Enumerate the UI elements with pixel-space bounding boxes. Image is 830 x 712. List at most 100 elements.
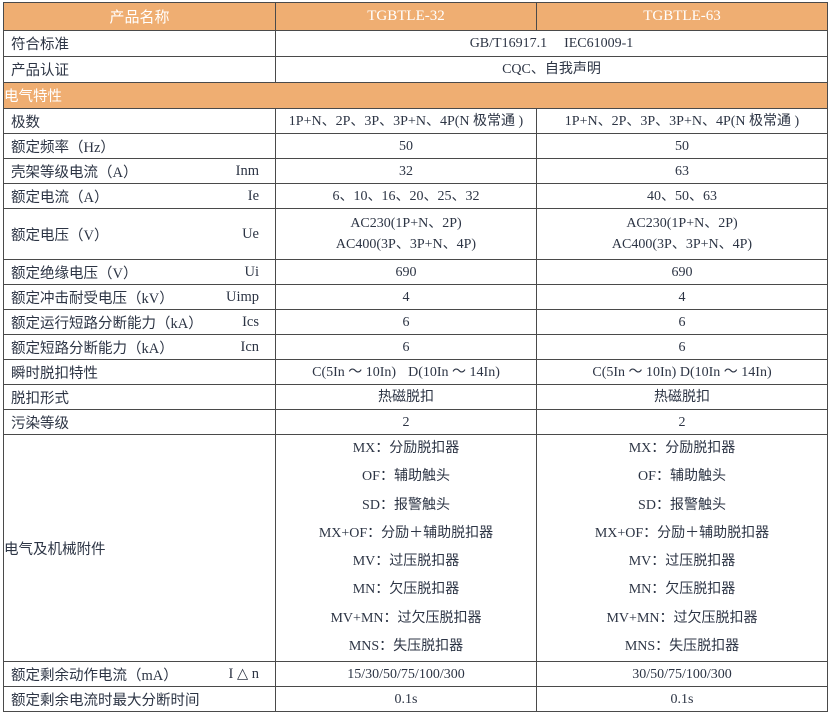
row-label: 脱扣形式	[11, 390, 69, 407]
product-specification-table: 产品名称 TGBTLE-32 TGBTLE-63 符合标准 GB/T16917.…	[3, 2, 828, 712]
row-label-cell: 污染等级	[3, 409, 276, 435]
value-model-b: 690	[536, 259, 828, 285]
value-model-b: 4	[536, 284, 828, 310]
row-label-cell: 电气及机械附件	[3, 433, 276, 663]
accessory-item: MX+OF：分励＋辅助脱扣器	[594, 525, 770, 541]
row-label-cell: 额定剩余电流时最大分断时间	[3, 686, 276, 712]
table-row-poles: 极数 1P+N、2P、3P、3P+N、4P(N 极常通 ) 1P+N、2P、3P…	[3, 108, 828, 134]
table-row-rated-frequency: 额定频率（Hz） 50 50	[3, 133, 828, 159]
section-title: 电气特性	[3, 82, 828, 109]
table-row-instantaneous-trip-characteristic: 瞬时脱扣特性 C(5In ～ 10In) D(10In ～ 14In) C(5In…	[3, 359, 828, 385]
row-label-cell: 瞬时脱扣特性	[3, 359, 276, 385]
accessory-item: MX：分励脱扣器	[628, 441, 736, 456]
standard-iec: IEC61009-1	[564, 36, 634, 51]
header-model-tgbtle-63: TGBTLE-63	[536, 2, 828, 31]
table-row-rated-impulse-voltage: 额定冲击耐受电压（kV） Uimp 4 4	[3, 284, 828, 310]
voltage-line-1: AC230(1P+N、2P)	[626, 216, 738, 231]
table-row-rated-residual-operating-current: 额定剩余动作电流（mA） I △ n 15/30/50/75/100/300 3…	[3, 661, 828, 688]
value-model-b: 40、50、63	[536, 183, 828, 209]
voltage-line-2: AC400(3P、3P+N、4P)	[335, 237, 477, 252]
accessory-item: MV：过压脱扣器	[628, 554, 736, 570]
row-label: 额定剩余电流时最大分断时间	[11, 692, 200, 709]
value-model-b: 30/50/75/100/300	[536, 661, 828, 688]
table-row-accessories: 电气及机械附件 MX：分励脱扣器 OF：辅助触头 SD：报警触头 MX+OF：分…	[3, 433, 828, 663]
value-model-a: C(5In ～ 10In) D(10In ～ 14In)	[275, 359, 537, 385]
table-row-service-breaking-capacity: 额定运行短路分断能力（kA） Ics 6 6	[3, 309, 828, 335]
accessory-item: OF：辅助触头	[638, 469, 726, 485]
table-header-row: 产品名称 TGBTLE-32 TGBTLE-63	[3, 2, 828, 31]
value-model-b: 6	[536, 334, 828, 360]
table-row-compliance-standard: 符合标准 GB/T16917.1 IEC61009-1	[3, 30, 828, 57]
table-row-pollution-degree: 污染等级 2 2	[3, 409, 828, 435]
accessory-item: MN：欠压脱扣器	[628, 582, 736, 598]
row-symbol: Inm	[235, 162, 259, 179]
trip-curve-d: D(10In ～ 14In)	[679, 364, 772, 380]
row-label: 额定电流（A）	[11, 189, 109, 206]
accessory-item: MX+OF：分励＋辅助脱扣器	[318, 525, 494, 541]
accessory-item: MNS：失压脱扣器	[624, 638, 740, 654]
header-product-name: 产品名称	[3, 2, 276, 31]
trip-curve-c: C(5In ～ 10In)	[312, 364, 397, 380]
row-label-cell: 额定短路分断能力（kA） Icn	[3, 334, 276, 360]
row-label: 额定冲击耐受电压（kV）	[11, 290, 174, 307]
row-label-cell: 额定频率（Hz）	[3, 133, 276, 159]
accessory-item: SD：报警触头	[638, 497, 726, 513]
table-row-product-certification: 产品认证 CQC、自我声明	[3, 56, 828, 83]
row-label: 符合标准	[11, 37, 69, 53]
accessory-list-a: MX：分励脱扣器 OF：辅助触头 SD：报警触头 MX+OF：分励＋辅助脱扣器 …	[276, 435, 536, 661]
table-row-rated-current: 额定电流（A） Ie 6、10、16、20、25、32 40、50、63	[3, 183, 828, 209]
value-model-b: C(5In ～ 10In) D(10In ～ 14In)	[536, 359, 828, 385]
value-model-a: AC230(1P+N、2P) AC400(3P、3P+N、4P)	[275, 208, 537, 260]
row-label: 瞬时脱扣特性	[11, 365, 98, 382]
row-label-cell: 额定电压（V） Ue	[3, 208, 276, 260]
value-model-a: 0.1s	[275, 686, 537, 712]
trip-curve-c: C(5In ～ 10In)	[592, 364, 677, 380]
value-model-a: 1P+N、2P、3P、3P+N、4P(N 极常通 )	[275, 108, 537, 134]
value-model-a: 32	[275, 158, 537, 184]
table-row-rated-voltage: 额定电压（V） Ue AC230(1P+N、2P) AC400(3P、3P+N、…	[3, 208, 828, 260]
row-label: 额定短路分断能力（kA）	[11, 340, 174, 357]
value-model-b: 6	[536, 309, 828, 335]
row-label: 污染等级	[11, 415, 69, 432]
value-model-a: 50	[275, 133, 537, 159]
row-label: 壳架等级电流（A）	[11, 164, 138, 181]
value-model-a: 6、10、16、20、25、32	[275, 183, 537, 209]
row-label: 额定频率（Hz）	[11, 139, 115, 156]
row-symbol: Uimp	[225, 288, 259, 305]
row-value-merged: CQC、自我声明	[275, 56, 828, 83]
row-label-cell: 极数	[3, 108, 276, 134]
accessory-list-b: MX：分励脱扣器 OF：辅助触头 SD：报警触头 MX+OF：分励＋辅助脱扣器 …	[537, 435, 827, 661]
accessory-item: MV：过压脱扣器	[352, 554, 460, 570]
row-label: 极数	[11, 114, 40, 131]
accessory-item: MN：欠压脱扣器	[352, 582, 460, 598]
row-label-cell: 额定电流（A） Ie	[3, 183, 276, 209]
header-model-tgbtle-32: TGBTLE-32	[275, 2, 537, 31]
value-model-a: 4	[275, 284, 537, 310]
row-symbol: Ui	[244, 263, 260, 280]
table-row-ultimate-breaking-capacity: 额定短路分断能力（kA） Icn 6 6	[3, 334, 828, 360]
row-label-cell: 壳架等级电流（A） Inm	[3, 158, 276, 184]
row-label: 额定绝缘电压（V）	[11, 265, 138, 282]
value-model-b: 0.1s	[536, 686, 828, 712]
value-model-a: 热磁脱扣	[275, 384, 537, 410]
voltage-line-2: AC400(3P、3P+N、4P)	[611, 237, 753, 252]
row-label: 额定运行短路分断能力（kA）	[11, 315, 203, 332]
value-model-a: 690	[275, 259, 537, 285]
value-model-b: MX：分励脱扣器 OF：辅助触头 SD：报警触头 MX+OF：分励＋辅助脱扣器 …	[536, 433, 828, 663]
row-label-cell: 额定绝缘电压（V） Ui	[3, 259, 276, 285]
accessory-item: MV+MN：过欠压脱扣器	[330, 610, 482, 626]
accessory-item: SD：报警触头	[362, 497, 450, 513]
accessory-item: MX：分励脱扣器	[352, 441, 460, 456]
voltage-line-1: AC230(1P+N、2P)	[350, 216, 462, 231]
row-label-cell: 额定冲击耐受电压（kV） Uimp	[3, 284, 276, 310]
accessory-item: OF：辅助触头	[362, 469, 450, 485]
row-label-cell: 符合标准	[3, 30, 276, 57]
accessory-item: MNS：失压脱扣器	[348, 638, 464, 654]
row-label-cell: 额定运行短路分断能力（kA） Ics	[3, 309, 276, 335]
row-symbol: Ie	[247, 187, 259, 204]
value-model-a: 15/30/50/75/100/300	[275, 661, 537, 688]
value-model-b: 热磁脱扣	[536, 384, 828, 410]
value-model-b: AC230(1P+N、2P) AC400(3P、3P+N、4P)	[536, 208, 828, 260]
value-model-b: 1P+N、2P、3P、3P+N、4P(N 极常通 )	[536, 108, 828, 134]
value-model-b: 63	[536, 158, 828, 184]
